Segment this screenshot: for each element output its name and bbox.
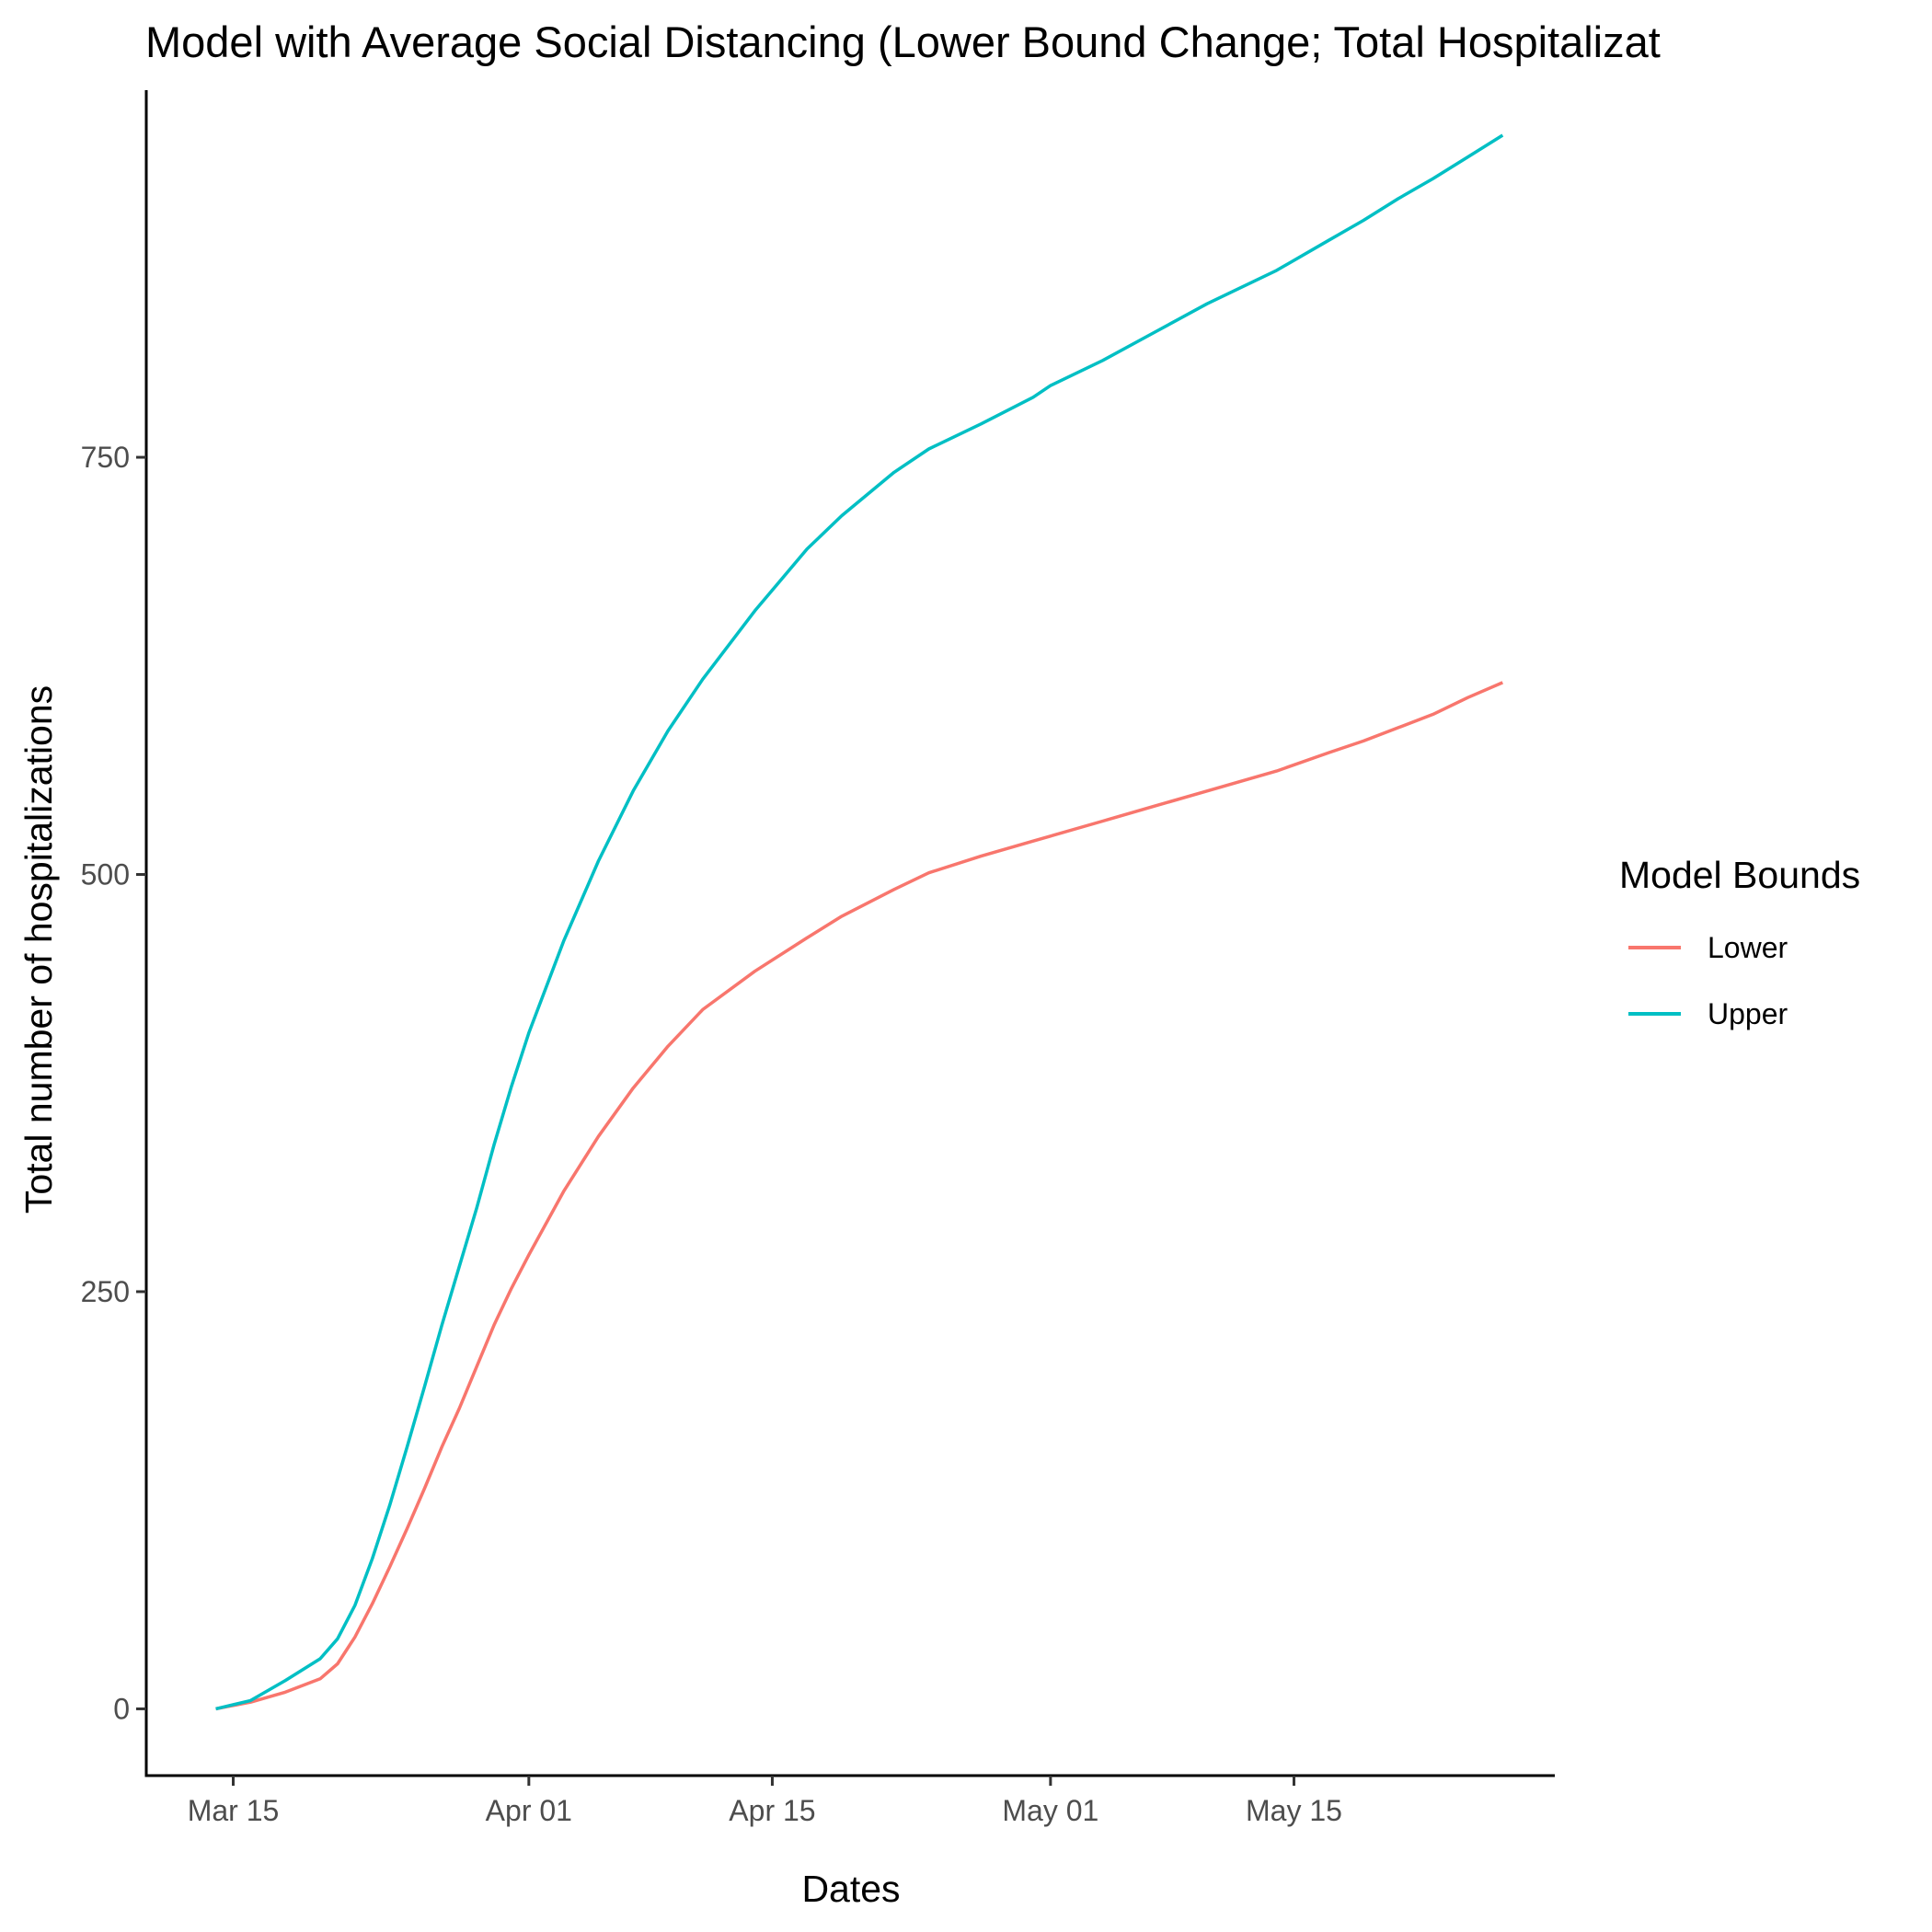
chart-title: Model with Average Social Distancing (Lo… xyxy=(145,17,1661,66)
legend-label-lower: Lower xyxy=(1708,931,1788,964)
plot-area: 0 250 500 750 Mar 15 Apr 01 Apr 15 May 01 May 1… xyxy=(81,90,1555,1827)
legend-label-upper: Upper xyxy=(1708,997,1788,1030)
y-tick-label: 250 xyxy=(81,1275,130,1308)
legend: Model Bounds Lower Upper xyxy=(1619,854,1860,1030)
x-axis-ticks: Mar 15 Apr 01 Apr 15 May 01 May 15 xyxy=(188,1776,1342,1827)
x-tick-label: Apr 15 xyxy=(729,1794,815,1827)
series-group xyxy=(215,133,1504,1711)
y-axis-ticks: 0 250 500 750 xyxy=(81,441,146,1725)
y-tick-label: 750 xyxy=(81,441,130,474)
legend-items: Lower Upper xyxy=(1628,931,1788,1030)
x-tick-label: May 15 xyxy=(1246,1794,1342,1827)
x-tick-label: May 01 xyxy=(1002,1794,1098,1827)
x-tick-label: Mar 15 xyxy=(188,1794,280,1827)
x-axis-title: Dates xyxy=(801,1868,900,1910)
y-tick-label: 500 xyxy=(81,858,130,891)
y-axis-title: Total number of hospitalizations xyxy=(17,685,60,1213)
legend-title: Model Bounds xyxy=(1619,854,1860,896)
series-line-lower xyxy=(215,681,1503,1711)
x-tick-label: Apr 01 xyxy=(486,1794,572,1827)
y-tick-label: 0 xyxy=(113,1692,130,1725)
series-line-upper xyxy=(215,133,1504,1711)
